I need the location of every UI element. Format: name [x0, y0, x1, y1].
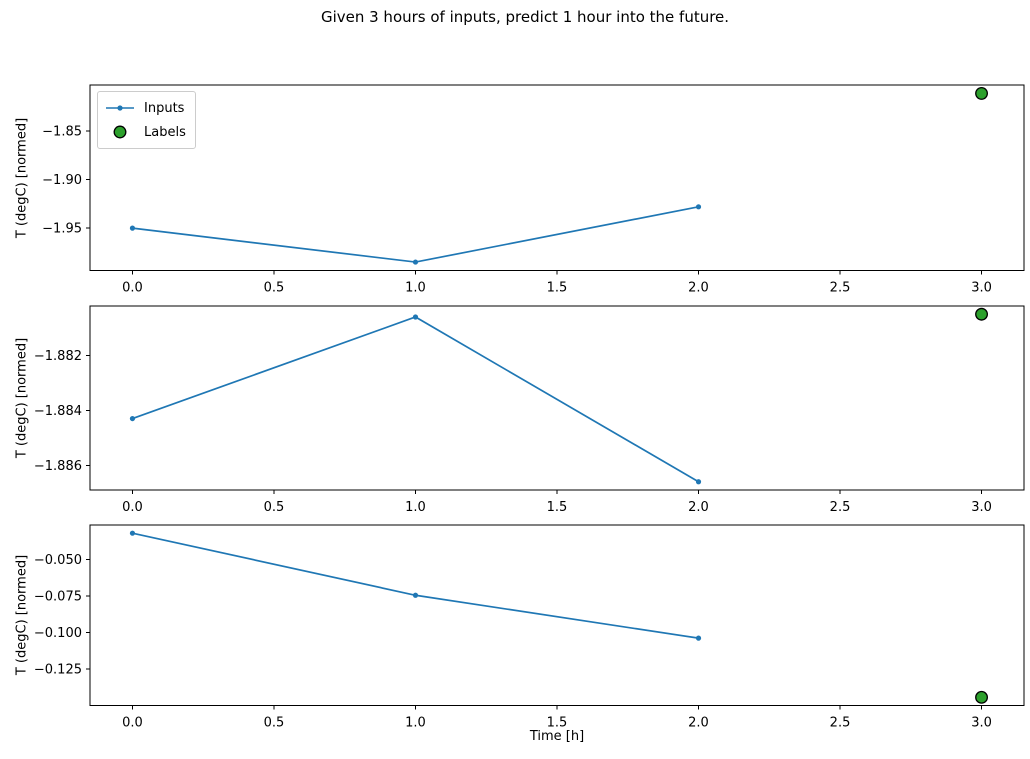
- label-point-marker: [975, 690, 988, 704]
- input-point-marker: [129, 415, 136, 422]
- input-point-marker: [695, 635, 702, 641]
- axes-frame: [89, 84, 1025, 271]
- x-tick-label: 1.0: [405, 500, 426, 515]
- y-tick-label: −1.95: [42, 222, 82, 237]
- legend-item-inputs: Inputs: [105, 96, 186, 120]
- legend-item-labels: Labels: [105, 120, 186, 144]
- legend-label-labels: Labels: [144, 124, 186, 140]
- x-axis-label: Time [h]: [529, 729, 585, 744]
- axes-frame: [89, 524, 1025, 706]
- input-point-marker: [412, 259, 419, 265]
- x-tick-label: 0.5: [264, 281, 285, 296]
- y-tick-label: −1.90: [42, 173, 82, 188]
- x-tick-label: 0.5: [264, 716, 285, 731]
- x-tick-label: 2.0: [688, 281, 709, 296]
- inputs-line: [132, 316, 699, 483]
- x-tick-label: 2.5: [830, 716, 851, 731]
- y-tick-label: −0.075: [34, 589, 82, 604]
- y-tick-label: −0.100: [34, 626, 82, 641]
- input-point-marker: [129, 225, 136, 231]
- x-tick-label: 2.5: [830, 281, 851, 296]
- legend: Inputs Labels: [97, 91, 196, 149]
- y-tick-label: −1.882: [34, 349, 82, 364]
- labels-dot-icon: [113, 125, 127, 139]
- inputs-line-icon: [106, 105, 134, 111]
- y-tick-label: −1.85: [42, 125, 82, 140]
- x-tick-label: 3.0: [971, 500, 992, 515]
- x-tick-label: 3.0: [971, 716, 992, 731]
- y-tick-label: −1.886: [34, 459, 82, 474]
- x-tick-label: 3.0: [971, 281, 992, 296]
- x-tick-label: 0.0: [122, 500, 143, 515]
- x-tick-label: 0.5: [264, 500, 285, 515]
- y-tick-label: −0.125: [34, 662, 82, 677]
- input-point-marker: [695, 204, 702, 210]
- label-point-marker: [975, 86, 988, 100]
- x-tick-label: 1.5: [547, 500, 568, 515]
- y-axis-label-middle: T (degC) [normed]: [14, 337, 30, 459]
- figure-title: Given 3 hours of inputs, predict 1 hour …: [320, 8, 730, 26]
- y-tick-label: −0.050: [34, 553, 82, 568]
- x-tick-label: 0.0: [122, 716, 143, 731]
- input-point-marker: [695, 479, 702, 485]
- inputs-line: [132, 532, 699, 639]
- x-tick-label: 2.5: [830, 500, 851, 515]
- y-axis-label-top: T (degC) [normed]: [14, 117, 30, 239]
- legend-label-inputs: Inputs: [144, 100, 185, 116]
- x-tick-label: 1.5: [547, 281, 568, 296]
- x-tick-label: 2.0: [688, 500, 709, 515]
- x-tick-label: 0.0: [122, 281, 143, 296]
- x-tick-label: 1.5: [547, 716, 568, 731]
- label-point-marker: [975, 307, 988, 321]
- input-point-marker: [412, 592, 419, 598]
- input-point-marker: [412, 314, 419, 320]
- x-tick-label: 2.0: [688, 716, 709, 731]
- axes-frame: [89, 305, 1025, 491]
- inputs-line: [132, 205, 699, 263]
- input-point-marker: [129, 530, 136, 536]
- y-tick-label: −1.884: [34, 404, 82, 419]
- y-axis-label-bottom: T (degC) [normed]: [14, 554, 30, 676]
- x-tick-label: 1.0: [405, 716, 426, 731]
- x-tick-label: 1.0: [405, 281, 426, 296]
